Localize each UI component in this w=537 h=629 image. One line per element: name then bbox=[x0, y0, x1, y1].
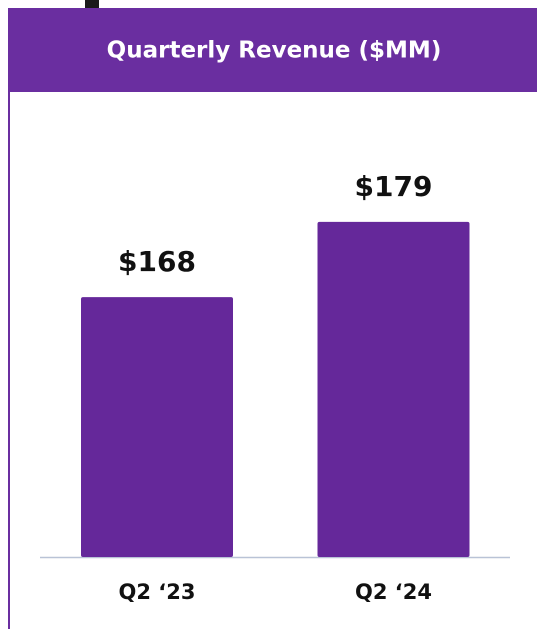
x-tick-label: Q2 ‘24 bbox=[355, 580, 432, 604]
bar bbox=[81, 297, 233, 557]
x-tick-label: Q2 ‘23 bbox=[119, 580, 196, 604]
bar bbox=[317, 221, 470, 557]
top-edge-mark bbox=[85, 0, 99, 8]
value-label: $179 bbox=[355, 170, 433, 203]
value-label: $168 bbox=[118, 245, 196, 278]
header-band bbox=[8, 8, 537, 92]
left-border bbox=[8, 92, 10, 629]
chart-title: Quarterly Revenue ($MM) bbox=[107, 38, 442, 64]
